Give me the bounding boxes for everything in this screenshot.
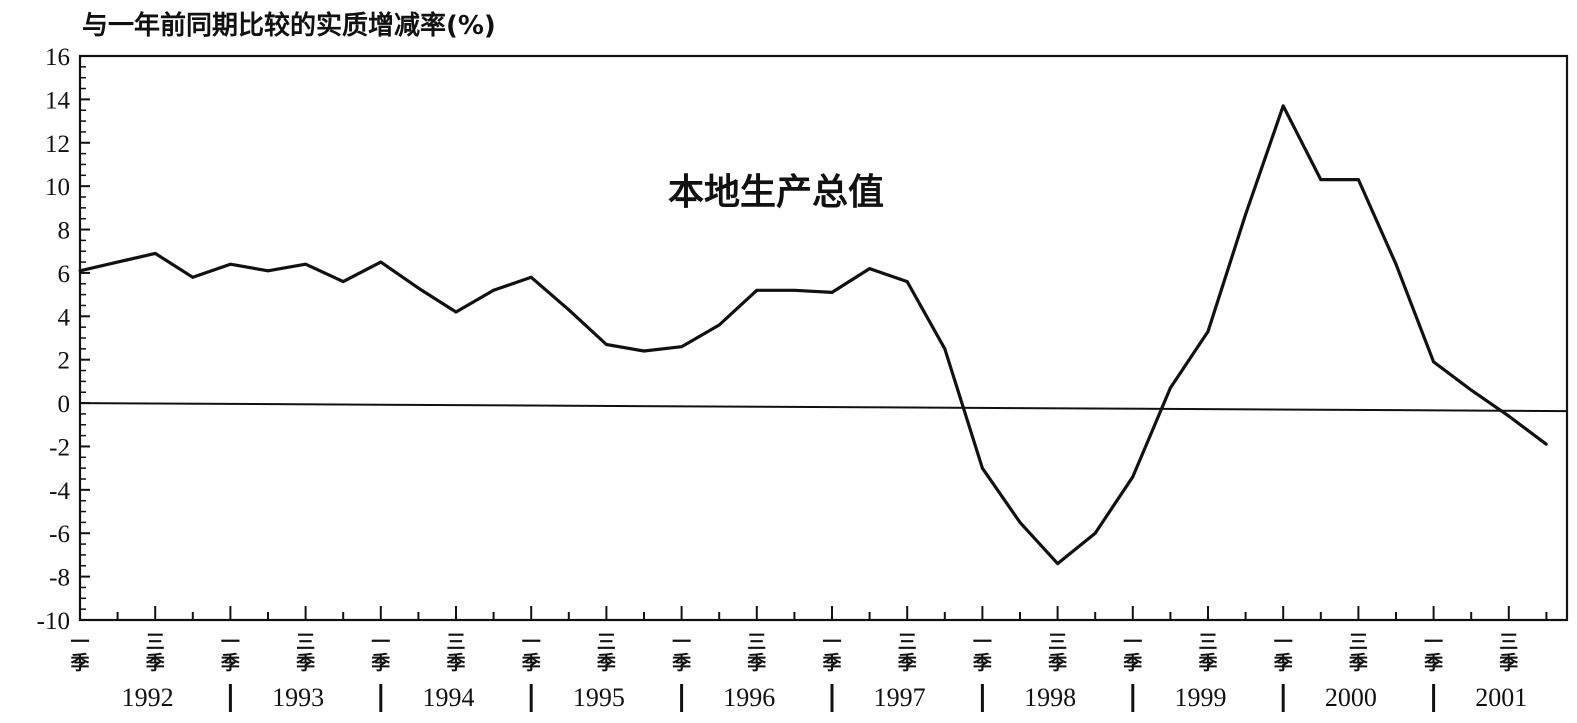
x-year-label: 1997 bbox=[874, 683, 926, 712]
zero-baseline bbox=[79, 402, 1568, 413]
series-point bbox=[1169, 386, 1172, 390]
series-point bbox=[379, 260, 383, 264]
y-tick-label: -6 bbox=[49, 521, 70, 548]
x-year-label: 1996 bbox=[723, 683, 775, 712]
y-tick-label: 16 bbox=[45, 44, 70, 71]
series-point bbox=[492, 288, 495, 292]
x-year-label: 2001 bbox=[1475, 683, 1527, 712]
x-quarter-label: 一季 bbox=[70, 631, 89, 674]
y-tick-label: -8 bbox=[49, 565, 70, 592]
x-quarter-label: 一季 bbox=[221, 631, 240, 674]
y-tick-label: 12 bbox=[45, 131, 70, 158]
series-point bbox=[1244, 212, 1247, 216]
x-quarter-label: 一季 bbox=[672, 631, 691, 674]
series-point bbox=[642, 349, 646, 353]
y-tick-label: 10 bbox=[45, 174, 70, 201]
series-point bbox=[717, 323, 721, 327]
series-point bbox=[830, 291, 834, 294]
x-quarter-label: 一季 bbox=[1123, 631, 1142, 674]
x-year-label: 1992 bbox=[122, 683, 174, 712]
series-label: 本地生产总值 bbox=[668, 172, 884, 213]
series-point bbox=[680, 345, 683, 349]
x-quarter-label: 三季 bbox=[1048, 631, 1067, 674]
x-quarter-label: 一季 bbox=[371, 631, 390, 674]
x-year-label: 1993 bbox=[272, 683, 324, 712]
y-tick-label: 2 bbox=[58, 348, 71, 375]
series-point bbox=[1357, 178, 1360, 182]
series-point bbox=[529, 275, 533, 279]
series-point bbox=[868, 267, 871, 270]
y-axis: 16 14 12 10 8 6 4 2 0 -2 -4 -6 -8 -10 bbox=[37, 44, 90, 635]
series-point bbox=[304, 262, 307, 266]
series-point bbox=[943, 347, 947, 351]
series-point bbox=[567, 308, 571, 312]
series-line-gdp bbox=[79, 104, 1548, 566]
x-axis: 一季 三季 一季 三季 一季 三季 一季 三季 一季 三季 一季 三季 一季 三季 一季 三季 一季 三季 一季 三季… bbox=[70, 606, 1548, 712]
x-year-label: 1995 bbox=[573, 683, 625, 712]
x-quarter-label: 三季 bbox=[898, 631, 917, 674]
series-point bbox=[1093, 531, 1097, 535]
y-tick-label: -2 bbox=[49, 434, 70, 461]
x-year-label: 1994 bbox=[422, 683, 474, 712]
x-quarter-label: 三季 bbox=[146, 631, 165, 674]
y-tick-label: 0 bbox=[58, 391, 71, 418]
x-quarter-label: 一季 bbox=[822, 631, 841, 674]
x-quarter-label: 三季 bbox=[597, 631, 616, 674]
x-quarter-label: 一季 bbox=[1424, 631, 1443, 674]
x-quarter-label: 三季 bbox=[446, 631, 465, 674]
x-year-label: 2000 bbox=[1325, 683, 1377, 712]
series-point bbox=[229, 262, 232, 266]
series-point bbox=[1319, 178, 1323, 182]
series-point bbox=[1056, 562, 1059, 565]
x-year-label: 1998 bbox=[1024, 683, 1076, 712]
x-quarter-label: 三季 bbox=[296, 631, 315, 674]
y-tick-label: 6 bbox=[58, 261, 71, 288]
series-point bbox=[1281, 104, 1285, 108]
series-point bbox=[1507, 414, 1511, 418]
x-quarter-label: 一季 bbox=[1274, 631, 1293, 674]
x-quarter-label: 一季 bbox=[973, 631, 992, 674]
y-tick-label: 14 bbox=[45, 87, 71, 114]
chart-title: 与一年前同期比较的实质增减率(%) bbox=[82, 10, 496, 41]
y-tick-label: -4 bbox=[49, 478, 70, 505]
series-point bbox=[191, 275, 195, 279]
series-point bbox=[266, 269, 270, 273]
series-point bbox=[1432, 360, 1435, 364]
y-tick-label: -10 bbox=[37, 608, 70, 635]
series-point bbox=[1206, 330, 1210, 333]
series-point bbox=[605, 343, 608, 346]
x-quarter-label: 一季 bbox=[522, 631, 541, 674]
series-point bbox=[755, 288, 759, 292]
series-point bbox=[1394, 262, 1398, 266]
x-quarter-label: 三季 bbox=[747, 631, 766, 674]
series-point bbox=[1018, 520, 1022, 524]
x-quarter-label: 三季 bbox=[1499, 631, 1518, 674]
series-points bbox=[78, 104, 1548, 565]
series-point bbox=[1131, 475, 1135, 479]
series-point bbox=[78, 269, 82, 273]
series-point bbox=[116, 260, 119, 264]
series-point bbox=[905, 280, 909, 283]
y-tick-label: 4 bbox=[58, 304, 71, 331]
x-quarter-label: 三季 bbox=[1349, 631, 1368, 674]
series-point bbox=[454, 310, 458, 314]
series-point bbox=[793, 288, 796, 292]
series-point bbox=[1545, 442, 1548, 446]
series-point bbox=[153, 252, 157, 255]
y-tick-label: 8 bbox=[58, 218, 71, 245]
x-year-label: 1999 bbox=[1174, 683, 1226, 712]
plot-frame bbox=[78, 54, 1569, 622]
series-point bbox=[981, 466, 984, 470]
series-point bbox=[341, 280, 345, 283]
series-point bbox=[417, 286, 420, 290]
x-quarter-label: 三季 bbox=[1198, 631, 1217, 674]
series-point bbox=[1469, 388, 1473, 392]
